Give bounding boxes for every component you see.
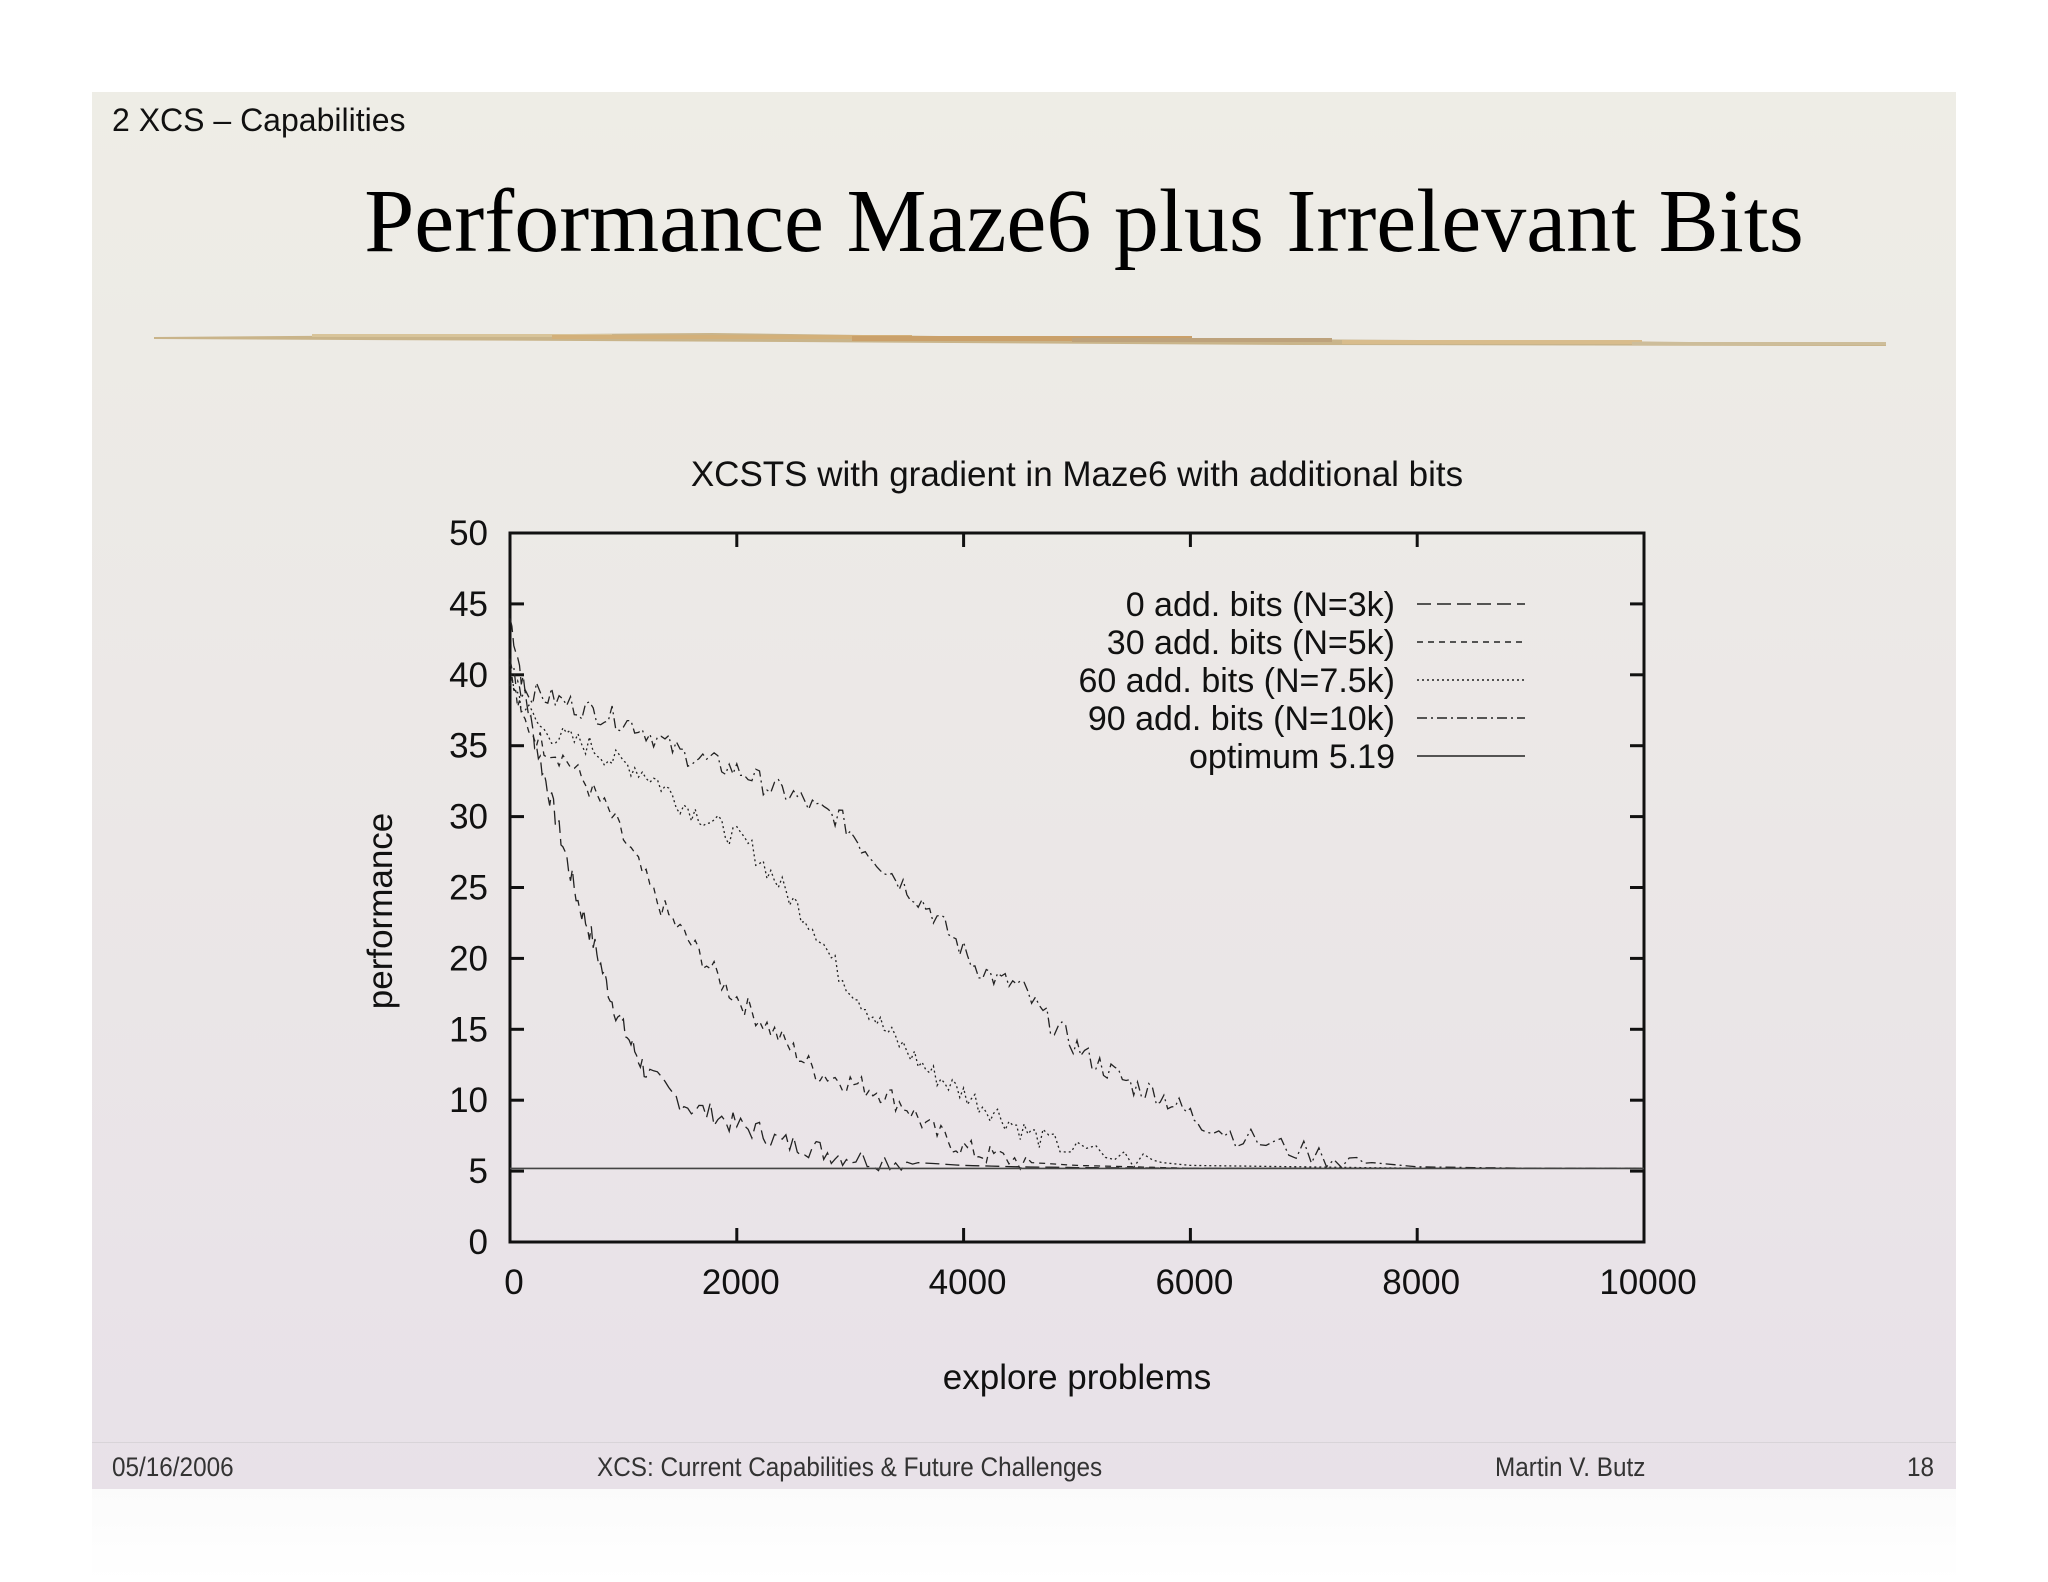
legend-label-2: 60 add. bits (N=7.5k) xyxy=(1078,662,1395,700)
y-tick-label: 15 xyxy=(449,1010,488,1049)
y-tick-label: 25 xyxy=(449,869,488,908)
plot-area: 0 2000 4000 6000 8000 10000 0 5 10 15 20 25 30 35 40 45… xyxy=(449,514,1697,1302)
x-tick-label: 4000 xyxy=(929,1263,1007,1302)
section-label: 2 XCS – Capabilities xyxy=(112,102,406,138)
x-tick-label: 2000 xyxy=(702,1263,780,1302)
series-line-3 xyxy=(509,658,1644,1170)
plot-frame xyxy=(508,531,1646,1244)
chart-title: XCSTS with gradient in Maze6 with additi… xyxy=(691,455,1463,494)
y-tick-label: 45 xyxy=(449,585,488,624)
y-tick-label: 30 xyxy=(449,798,488,837)
x-tick-label: 8000 xyxy=(1382,1263,1460,1302)
footer-page-number: 18 xyxy=(1907,1452,1935,1482)
y-tick-label: 20 xyxy=(449,939,488,978)
footer-date: 05/16/2006 xyxy=(112,1452,234,1482)
slide-title: Performance Maze6 plus Irrelevant Bits xyxy=(364,172,1804,271)
series-line-0 xyxy=(509,618,1644,1172)
footer-author: Martin V. Butz xyxy=(1495,1452,1646,1482)
x-tick-label: 6000 xyxy=(1155,1263,1233,1302)
page-bottom-margin xyxy=(92,1489,1956,1582)
legend-label-3: 90 add. bits (N=10k) xyxy=(1088,700,1395,738)
series-line-1 xyxy=(509,675,1644,1171)
y-tick-label: 5 xyxy=(469,1152,488,1191)
series-line-2 xyxy=(509,664,1644,1170)
y-tick-label: 0 xyxy=(469,1223,488,1262)
y-tick-label: 35 xyxy=(449,727,488,766)
y-tick-label: 10 xyxy=(449,1081,488,1120)
footer-title: XCS: Current Capabilities & Future Chall… xyxy=(597,1452,1103,1482)
title-underline-decoration xyxy=(154,333,1886,346)
legend-label-4: optimum 5.19 xyxy=(1189,738,1395,776)
y-axis-label: performance xyxy=(361,813,400,1009)
x-tick-label: 0 xyxy=(504,1263,523,1302)
y-tick-label: 40 xyxy=(449,656,488,695)
x-axis-label: explore problems xyxy=(943,1358,1211,1397)
x-tick-label: 10000 xyxy=(1599,1263,1696,1302)
legend-label-0: 0 add. bits (N=3k) xyxy=(1126,586,1395,624)
legend-label-1: 30 add. bits (N=5k) xyxy=(1107,624,1395,662)
footer-divider xyxy=(92,1442,1956,1443)
y-tick-label: 50 xyxy=(449,514,488,553)
